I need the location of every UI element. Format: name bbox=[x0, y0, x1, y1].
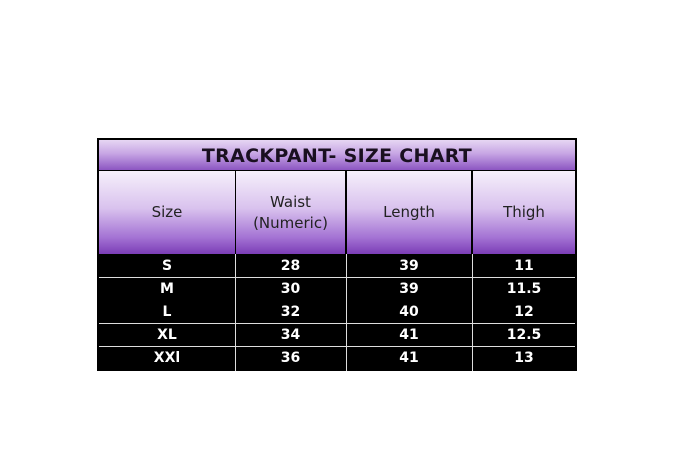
table-cell: 39 bbox=[399, 281, 419, 297]
table-cell: 12 bbox=[514, 304, 534, 320]
table-cell: 28 bbox=[280, 258, 301, 274]
table-cell: 32 bbox=[280, 304, 301, 320]
table-cell: 41 bbox=[399, 327, 419, 343]
row-divider bbox=[99, 277, 575, 278]
row-divider bbox=[99, 346, 575, 347]
table-cell: S bbox=[161, 258, 173, 274]
size-chart-table: TRACKPANT- SIZE CHART Size Waist (Numeric)… bbox=[97, 138, 577, 371]
table-cell: 36 bbox=[280, 350, 301, 366]
table-cell: 13 bbox=[514, 350, 534, 366]
column-divider bbox=[346, 254, 347, 371]
table-cell: XXl bbox=[153, 350, 181, 366]
table-cell: L bbox=[162, 304, 172, 320]
table-cell: 30 bbox=[280, 281, 301, 297]
row-divider bbox=[99, 323, 575, 324]
table-cell: 12.5 bbox=[506, 327, 542, 343]
table-cell: 40 bbox=[399, 304, 419, 320]
column-divider bbox=[472, 254, 473, 371]
column-header: Length bbox=[347, 171, 471, 254]
table-cell: 39 bbox=[399, 258, 419, 274]
column-header: Thigh bbox=[473, 171, 575, 254]
column-header: Size bbox=[99, 171, 235, 254]
column-divider bbox=[235, 254, 236, 371]
table-cell: 11 bbox=[514, 258, 534, 274]
table-cell: M bbox=[160, 281, 174, 297]
table-cell: 41 bbox=[399, 350, 419, 366]
table-cell: 34 bbox=[280, 327, 301, 343]
table-cell: XL bbox=[157, 327, 177, 343]
table-cell: 11.5 bbox=[506, 281, 542, 297]
column-header: Waist (Numeric) bbox=[236, 171, 345, 254]
table-title: TRACKPANT- SIZE CHART bbox=[99, 140, 575, 170]
